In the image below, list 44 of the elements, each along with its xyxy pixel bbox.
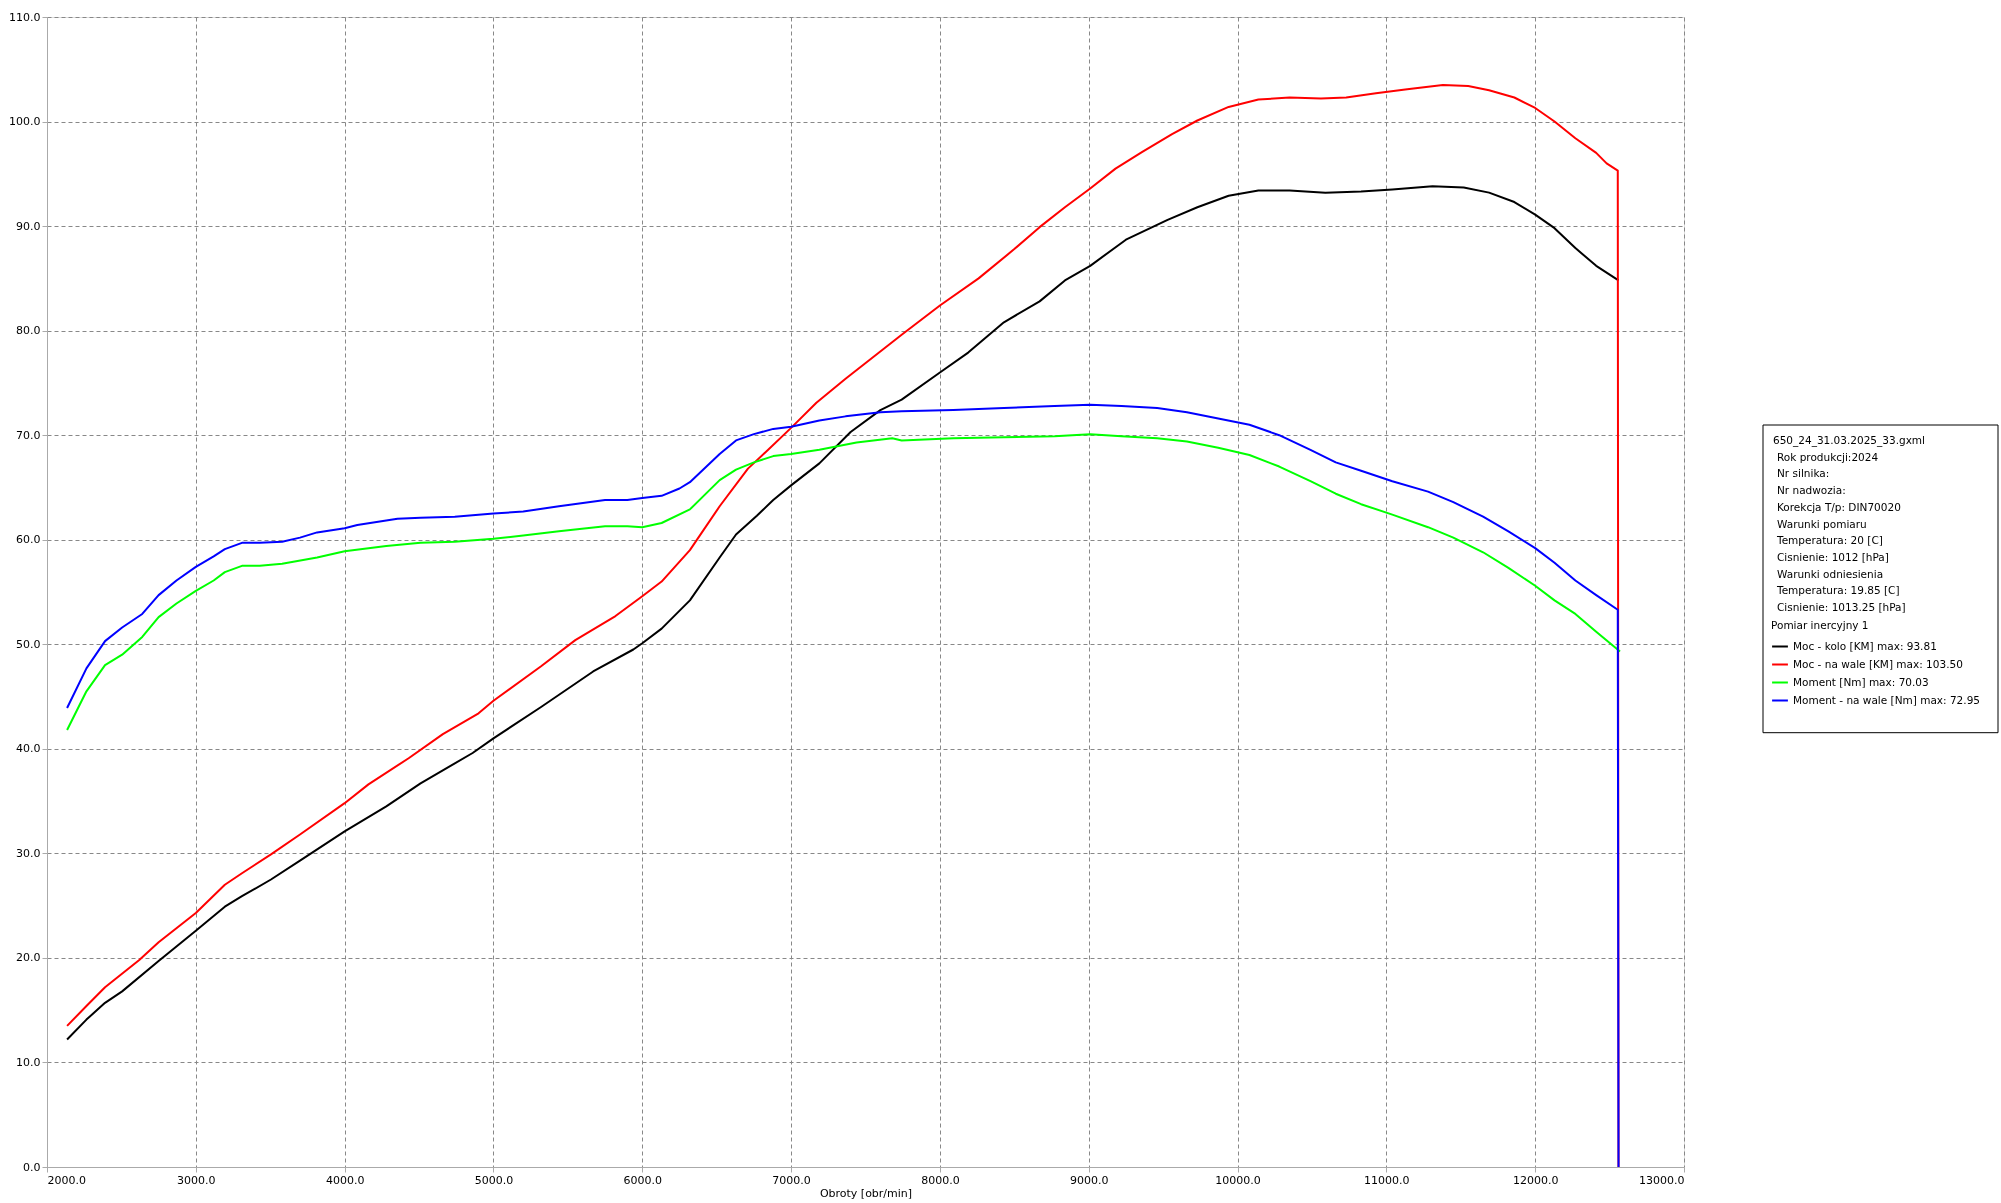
text: Cisnienie: 1012 [hPa] <box>1777 550 1889 563</box>
x-tick-label: 12000.0 <box>1512 1173 1559 1187</box>
legend-title: Pomiar inercyjny 1 <box>1771 619 1869 631</box>
text: Korekcja T/p: DIN70020 <box>1777 500 1901 513</box>
x-axis-title: Obroty [obr/min] <box>819 1186 913 1200</box>
y-tick-label: 50.0 <box>16 637 41 651</box>
text: Nr silnika: <box>1777 467 1830 480</box>
x-tick-label: 10000.0 <box>1215 1173 1261 1187</box>
y-tick-label: 90.0 <box>16 219 41 233</box>
y-tick-label: 0.0 <box>23 1160 41 1174</box>
x-tick-label: 7000.0 <box>772 1173 811 1187</box>
legend-label: Moment [Nm] max: 70.03 <box>1793 675 1929 688</box>
x-tick-label: 5000.0 <box>474 1173 514 1187</box>
y-tick-label: 60.0 <box>16 533 41 547</box>
line-series <box>66 433 1622 731</box>
legend-label: Moc - kolo [KM] max: 93.81 <box>1793 639 1937 652</box>
y-tick-label: 10.0 <box>16 1055 41 1069</box>
x-tick-label: 9000.0 <box>1069 1173 1109 1187</box>
y-tick-label: 40.0 <box>16 742 41 756</box>
text: Temperatura: 20 [C] <box>1776 534 1883 547</box>
legend-label: Moc - na wale [KM] max: 103.50 <box>1793 657 1963 670</box>
x-tick-label: 3000.0 <box>177 1173 216 1187</box>
y-tick-label: 110.0 <box>9 10 41 24</box>
text: Warunki pomiaru <box>1777 517 1867 530</box>
x-tick-label: 6000.0 <box>623 1173 663 1187</box>
y-tick-label: 30.0 <box>16 846 41 860</box>
x-tick-label: 2000.0 <box>47 1173 86 1187</box>
x-tick-label: 4000.0 <box>325 1173 365 1187</box>
text: Temperatura: 19.85 [C] <box>1776 584 1900 597</box>
x-tick-label: 11000.0 <box>1364 1173 1410 1187</box>
y-tick-label: 70.0 <box>16 428 41 442</box>
x-tick-label: 8000.0 <box>921 1173 960 1187</box>
y-tick-label: 80.0 <box>16 324 41 338</box>
line-series <box>66 185 1620 1041</box>
line-series <box>66 403 1620 1167</box>
text: 650_24_31.03.2025_33.gxml <box>1773 434 1925 447</box>
y-tick-label: 20.0 <box>16 951 41 965</box>
y-tick-label: 100.0 <box>9 115 41 129</box>
text: Rok produkcji:2024 <box>1777 450 1879 463</box>
legend-label: Moment - na wale [Nm] max: 72.95 <box>1793 693 1980 706</box>
text: Warunki odniesienia <box>1777 567 1884 580</box>
text: Nr nadwozia: <box>1777 484 1846 497</box>
x-tick-label: 13000.0 <box>1639 1173 1685 1187</box>
text: Cisnienie: 1013.25 [hPa] <box>1777 601 1906 613</box>
